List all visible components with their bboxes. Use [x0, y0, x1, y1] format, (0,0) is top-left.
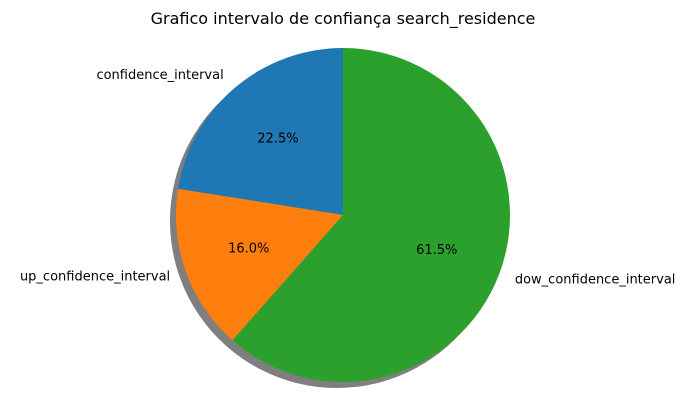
pie-labels: confidence_interval 22.5% up_confidence_in… [20, 68, 675, 288]
slice-label-dow-confidence-interval: dow_confidence_interval [515, 272, 676, 287]
pie-slices [176, 48, 510, 382]
slice-label-confidence-interval: confidence_interval [96, 68, 223, 83]
slice-percent-up-confidence-interval: 16.0% [228, 241, 269, 256]
chart-title: Grafico intervalo de confiança search_re… [151, 9, 536, 29]
slice-label-up-confidence-interval: up_confidence_interval [20, 270, 170, 285]
slice-percent-dow-confidence-interval: 61.5% [416, 243, 457, 258]
slice-percent-confidence-interval: 22.5% [257, 131, 298, 146]
slice-dow-confidence-interval [232, 48, 510, 382]
slice-confidence-interval [178, 48, 343, 215]
slice-up-confidence-interval [176, 188, 343, 341]
